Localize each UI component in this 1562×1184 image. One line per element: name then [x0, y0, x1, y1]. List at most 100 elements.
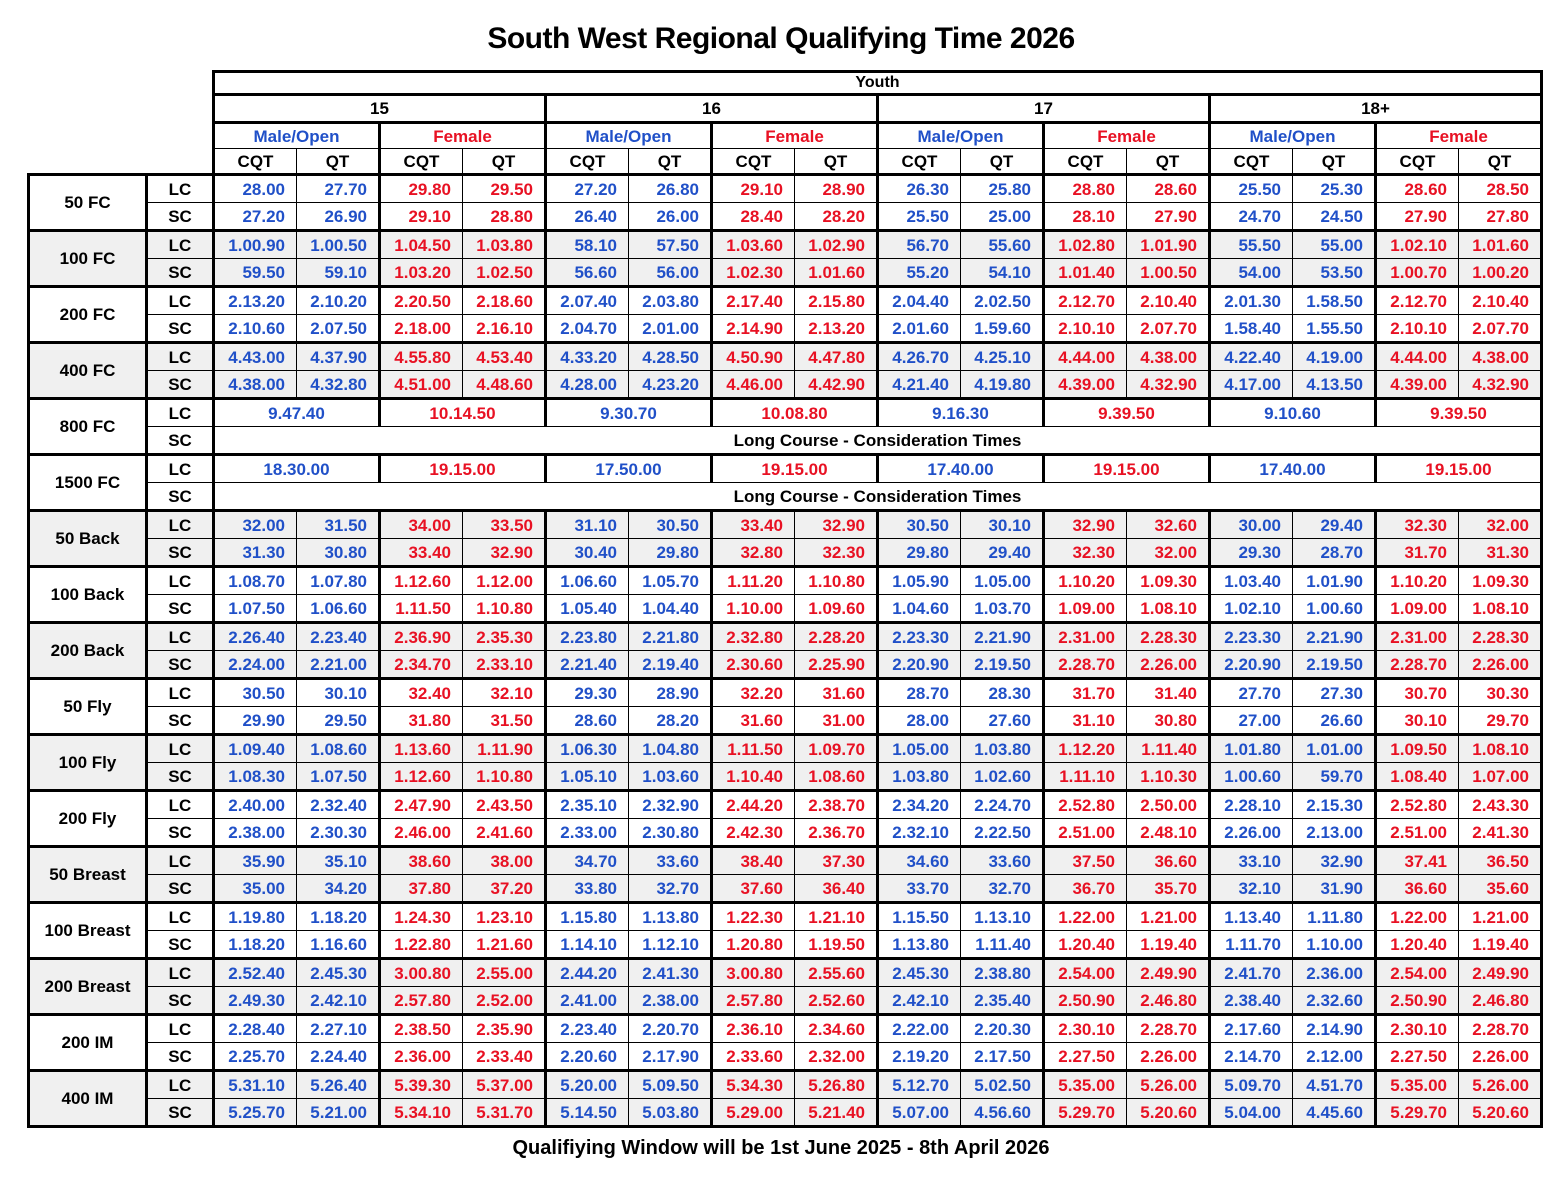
- time-cell: 5.31.70: [462, 1098, 546, 1128]
- time-cell: 4.53.40: [462, 341, 546, 371]
- time-cell: 1.07.50: [212, 594, 297, 624]
- time-cell: 5.12.70: [876, 1069, 961, 1099]
- time-cell: 2.50.90: [1374, 986, 1459, 1016]
- time-cell: 5.29.70: [1042, 1098, 1127, 1128]
- event-label: 100 Breast: [27, 901, 148, 960]
- time-cell: 4.50.90: [710, 341, 795, 371]
- time-type-header: QT: [1126, 148, 1210, 176]
- time-cell: 5.26.40: [296, 1069, 380, 1099]
- time-cell: 1.08.60: [296, 733, 380, 763]
- time-cell: 31.70: [1042, 677, 1127, 707]
- time-cell: 25.30: [1292, 173, 1376, 203]
- age-group-header: 17: [876, 93, 1211, 124]
- time-cell: 28.90: [628, 677, 712, 707]
- time-cell: 2.10.60: [212, 314, 297, 344]
- time-cell: 2.17.60: [1208, 1013, 1293, 1043]
- time-cell: 33.40: [710, 509, 795, 539]
- youth-header: Youth: [212, 70, 1543, 96]
- time-type-header: CQT: [1208, 148, 1293, 176]
- time-cell: 2.52.00: [462, 986, 546, 1016]
- course-label-sc: SC: [146, 258, 215, 288]
- time-cell: 5.20.60: [1458, 1098, 1543, 1128]
- time-cell: 1.09.50: [1374, 733, 1459, 763]
- time-cell: 1.02.30: [710, 258, 795, 288]
- time-cell: 30.80: [296, 538, 380, 568]
- age-group-header: 15: [212, 93, 547, 124]
- time-cell: 9.39.50: [1374, 397, 1543, 427]
- time-cell: 29.50: [296, 706, 380, 736]
- time-cell: 32.10: [1208, 874, 1293, 904]
- time-cell: 1.22.80: [378, 930, 463, 960]
- time-cell: 34.00: [378, 509, 463, 539]
- time-cell: 2.36.00: [1292, 957, 1376, 987]
- time-cell: 2.49.90: [1458, 957, 1543, 987]
- time-cell: 4.56.60: [960, 1098, 1044, 1128]
- time-cell: 36.40: [794, 874, 878, 904]
- time-cell: 4.39.00: [1374, 370, 1459, 400]
- event-label: 400 FC: [27, 341, 148, 400]
- time-cell: 2.26.00: [1458, 650, 1543, 680]
- time-cell: 4.55.80: [378, 341, 463, 371]
- time-cell: 1.00.60: [1208, 762, 1293, 792]
- time-cell: 5.34.30: [710, 1069, 795, 1099]
- time-cell: 2.49.90: [1126, 957, 1210, 987]
- time-cell: 1.11.20: [710, 565, 795, 595]
- time-cell: 59.10: [296, 258, 380, 288]
- course-label-sc: SC: [146, 986, 215, 1016]
- female-header: Female: [1042, 121, 1211, 149]
- time-cell: 1.10.80: [462, 594, 546, 624]
- time-cell: 2.17.40: [710, 285, 795, 315]
- time-cell: 4.37.90: [296, 341, 380, 371]
- time-cell: 4.19.00: [1292, 341, 1376, 371]
- time-cell: 2.51.00: [1374, 818, 1459, 848]
- time-cell: 2.48.10: [1126, 818, 1210, 848]
- time-cell: 2.20.70: [628, 1013, 712, 1043]
- time-cell: 55.20: [876, 258, 961, 288]
- time-cell: 2.01.60: [876, 314, 961, 344]
- time-cell: 37.50: [1042, 845, 1127, 875]
- time-cell: 5.07.00: [876, 1098, 961, 1128]
- course-label-lc: LC: [146, 229, 215, 259]
- time-cell: 2.27.50: [1374, 1042, 1459, 1072]
- time-cell: 2.52.80: [1042, 789, 1127, 819]
- time-cell: 2.57.80: [378, 986, 463, 1016]
- time-cell: 4.48.60: [462, 370, 546, 400]
- time-cell: 1.11.50: [710, 733, 795, 763]
- time-cell: 2.50.90: [1042, 986, 1127, 1016]
- time-cell: 1.12.10: [628, 930, 712, 960]
- time-cell: 2.21.40: [544, 650, 629, 680]
- time-cell: 1.06.60: [296, 594, 380, 624]
- time-cell: 25.50: [1208, 173, 1293, 203]
- time-cell: 2.10.20: [296, 285, 380, 315]
- time-cell: 5.37.00: [462, 1069, 546, 1099]
- time-cell: 4.44.00: [1042, 341, 1127, 371]
- time-cell: 2.38.70: [794, 789, 878, 819]
- course-label-sc: SC: [146, 706, 215, 736]
- event-label: 200 FC: [27, 285, 148, 344]
- time-cell: 2.55.60: [794, 957, 878, 987]
- time-cell: 2.24.70: [960, 789, 1044, 819]
- time-cell: 32.60: [1126, 509, 1210, 539]
- time-cell: 30.10: [296, 677, 380, 707]
- course-label-sc: SC: [146, 202, 215, 232]
- time-cell: 2.23.80: [544, 621, 629, 651]
- time-cell: 32.30: [794, 538, 878, 568]
- time-cell: 10.08.80: [710, 397, 878, 427]
- time-cell: 1.05.40: [544, 594, 629, 624]
- time-cell: 2.25.70: [212, 1042, 297, 1072]
- time-cell: 3.00.80: [378, 957, 463, 987]
- time-cell: 4.26.70: [876, 341, 961, 371]
- time-cell: 2.18.60: [462, 285, 546, 315]
- time-cell: 2.28.10: [1208, 789, 1293, 819]
- time-cell: 2.41.00: [544, 986, 629, 1016]
- time-cell: 2.52.80: [1374, 789, 1459, 819]
- time-cell: 2.32.00: [794, 1042, 878, 1072]
- time-cell: 26.30: [876, 173, 961, 203]
- time-cell: 2.31.00: [1042, 621, 1127, 651]
- time-cell: 2.12.00: [1292, 1042, 1376, 1072]
- time-cell: 1.00.50: [296, 229, 380, 259]
- time-cell: 2.50.00: [1126, 789, 1210, 819]
- time-cell: 2.42.30: [710, 818, 795, 848]
- event-label: 100 Fly: [27, 733, 148, 792]
- time-cell: 1.18.20: [296, 901, 380, 931]
